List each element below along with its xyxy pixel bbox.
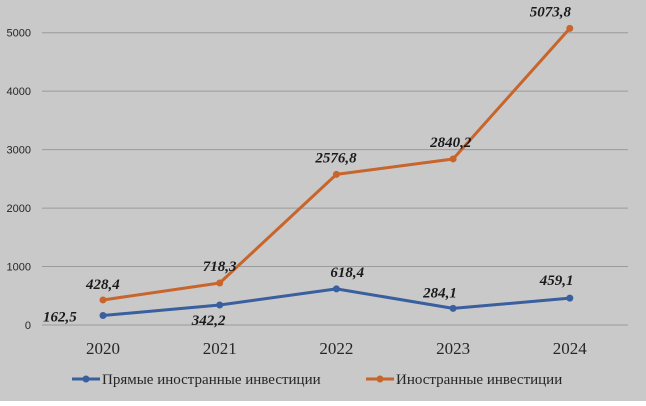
data-label: 2576,8: [314, 150, 357, 166]
data-point: [332, 170, 340, 178]
data-point: [449, 155, 457, 163]
data-label: 718,3: [203, 259, 237, 275]
y-axis-ticks: 0 1000 2000 3000 4000 5000: [7, 28, 31, 332]
data-label: 459,1: [539, 273, 574, 289]
legend-entry-label: Прямые иностранные инвестиции: [102, 372, 321, 388]
data-label: 5073,8: [530, 4, 572, 20]
data-point: [216, 301, 224, 309]
x-tick-label: 2023: [436, 339, 470, 358]
legend-swatch-marker: [82, 375, 90, 383]
legend-entry-label: Иностранные инвестиции: [396, 372, 562, 388]
data-label: 428,4: [85, 277, 120, 293]
data-point: [216, 279, 224, 287]
data-point: [99, 296, 107, 304]
y-tick-label: 0: [25, 320, 31, 332]
data-label: 284,1: [422, 285, 457, 301]
gridlines: [42, 32, 628, 326]
data-point: [566, 294, 574, 302]
data-point: [449, 304, 457, 312]
x-tick-label: 2024: [553, 339, 588, 358]
y-tick-label: 1000: [7, 262, 31, 274]
data-point: [332, 285, 340, 293]
x-tick-label: 2020: [86, 339, 120, 358]
data-labels: 162,5 342,2 618,4 284,1 459,1 428,4 718,3 2576,…: [43, 4, 574, 329]
legend: Прямые иностранные инвестиции Иностранные…: [72, 372, 562, 388]
legend-swatch-marker: [376, 375, 384, 383]
data-label: 2840,2: [429, 135, 472, 151]
data-label: 162,5: [43, 310, 77, 326]
data-label: 618,4: [330, 265, 364, 281]
y-tick-label: 2000: [7, 203, 31, 215]
data-point: [99, 312, 107, 320]
series: [99, 24, 574, 320]
x-tick-label: 2021: [203, 339, 237, 358]
x-tick-label: 2022: [319, 339, 353, 358]
y-tick-label: 4000: [7, 86, 31, 98]
y-tick-label: 3000: [7, 145, 31, 157]
data-point: [566, 24, 574, 32]
y-tick-label: 5000: [7, 28, 31, 40]
x-axis-ticks: 2020 2021 2022 2023 2024: [86, 339, 587, 358]
data-label: 342,2: [191, 313, 226, 329]
